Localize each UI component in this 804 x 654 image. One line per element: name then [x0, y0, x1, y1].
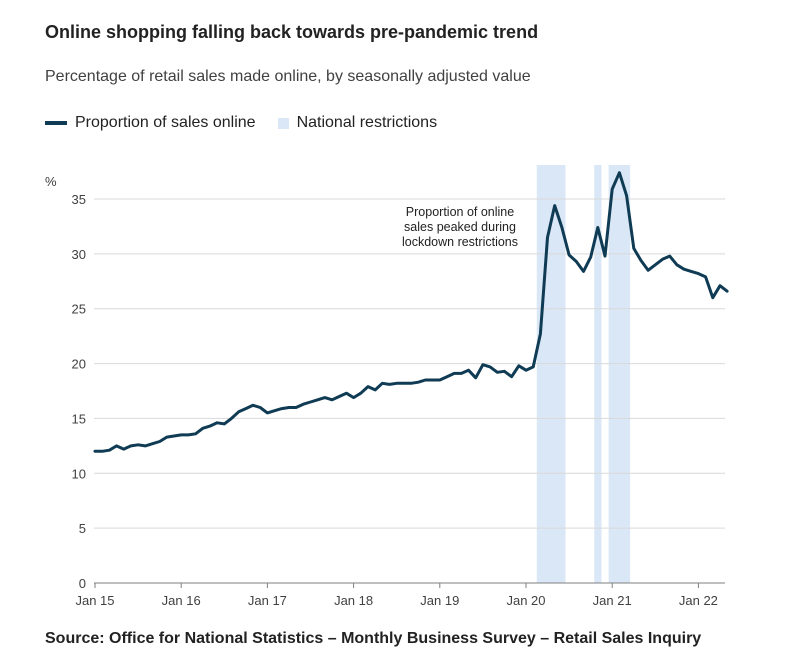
legend-band-swatch: [277, 117, 289, 129]
y-tick-label: 10: [72, 466, 86, 481]
x-tick-label: Jan 15: [75, 593, 114, 608]
chart-subtitle: Percentage of retail sales made online, …: [45, 68, 531, 85]
x-tick-label: Jan 19: [420, 593, 459, 608]
line-chart: 0 5 10 15 20 25 30 35% Jan 15 Jan 16 Jan 17 Jan 18 J…: [45, 165, 729, 608]
y-tick-label: 25: [72, 302, 86, 317]
restriction-band: [608, 165, 631, 583]
restriction-band: [536, 165, 566, 583]
legend-line-swatch: [45, 121, 67, 125]
y-tick-label: 20: [72, 357, 86, 372]
y-tick-label: 35: [72, 192, 86, 207]
x-tick-label: Jan 16: [162, 593, 201, 608]
legend-label-band: National restrictions: [296, 114, 438, 131]
annotation: Proportion of online sales peaked during l…: [402, 205, 518, 249]
y-tick-label: 30: [72, 247, 86, 262]
series-line: [93, 171, 729, 453]
legend-item-line: Proportion of sales online: [45, 114, 256, 132]
x-tick-label: Jan 20: [506, 593, 545, 608]
x-tick-label: Jan 17: [248, 593, 287, 608]
legend-item-band: National restrictions: [277, 114, 438, 132]
legend: Proportion of sales online National rest…: [45, 114, 459, 132]
y-axis-unit-label: %: [45, 174, 57, 189]
source-note: Source: Office for National Statistics –…: [45, 630, 702, 647]
x-tick-label: Jan 22: [679, 593, 718, 608]
x-tick-label: Jan 18: [334, 593, 373, 608]
y-tick-label: 15: [72, 411, 86, 426]
restriction-band: [594, 165, 602, 583]
y-tick-label: 0: [79, 576, 86, 591]
x-tick-label: Jan 21: [593, 593, 632, 608]
legend-label-series: Proportion of sales online: [75, 114, 256, 131]
y-tick-label: 5: [79, 521, 86, 536]
chart-title: Online shopping falling back towards pre…: [45, 22, 539, 42]
